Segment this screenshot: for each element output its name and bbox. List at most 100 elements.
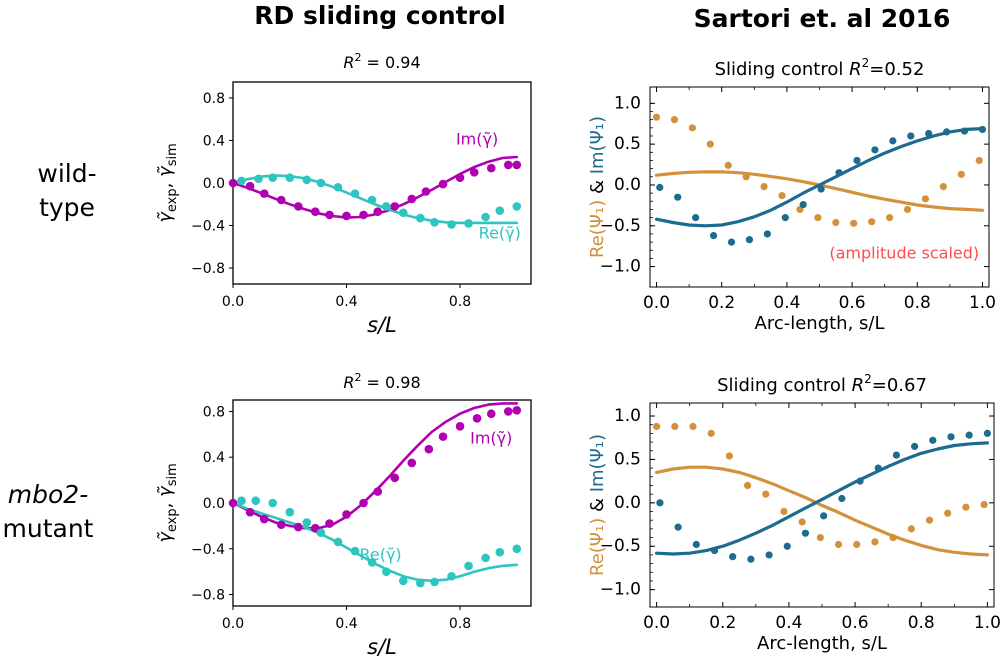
y-tick-label: 0.0 bbox=[614, 493, 641, 513]
data-point bbox=[925, 129, 933, 138]
data-point bbox=[670, 116, 679, 124]
row-label-mutant-line2: mutant bbox=[3, 514, 94, 543]
data-point bbox=[421, 187, 431, 196]
data-point bbox=[801, 529, 810, 537]
y-tick-label: 0.4 bbox=[203, 450, 225, 466]
im-series-label: Im(γ̃) bbox=[456, 130, 498, 149]
data-point bbox=[692, 214, 700, 222]
panels-group: 0.0 0.4 0.8 0.8 0.4 0.0 −0.4 −0.8 R2 = 0.94 s/L γ̃… bbox=[155, 51, 1000, 658]
data-point bbox=[259, 189, 269, 198]
data-point bbox=[381, 567, 391, 576]
data-point bbox=[656, 499, 664, 507]
y-axis-label: γ̃exp, γ̃sim bbox=[155, 143, 180, 223]
data-point bbox=[512, 160, 522, 170]
data-point bbox=[689, 422, 697, 431]
chart-rd_mutant: 0.0 0.4 0.8 0.8 0.4 0.0 −0.4 −0.8 R2 = 0.98 s/L γ̃… bbox=[155, 371, 532, 658]
data-point bbox=[316, 528, 326, 538]
data-point bbox=[710, 546, 719, 555]
data-point bbox=[745, 236, 754, 244]
data-point bbox=[707, 429, 715, 437]
data-point bbox=[709, 231, 718, 240]
data-point bbox=[293, 202, 303, 211]
data-point bbox=[359, 498, 368, 508]
right-column-title: Sartori et. al 2016 bbox=[694, 4, 951, 33]
data-point bbox=[237, 176, 246, 186]
data-point bbox=[652, 113, 661, 121]
y-tick-label: 1.0 bbox=[614, 406, 641, 426]
data-point bbox=[856, 477, 864, 485]
chart-title: R2 = 0.94 bbox=[343, 51, 420, 72]
y-tick-label: 0.4 bbox=[203, 133, 225, 149]
data-point bbox=[512, 202, 522, 211]
data-point bbox=[481, 212, 490, 222]
x-tick-label: 0.4 bbox=[335, 294, 357, 310]
x-axis-label: s/L bbox=[367, 313, 397, 337]
chart-sartori_mutant: 0.0 0.2 0.4 0.6 0.8 1.0 1.0 0.5 0.0 −0.5 −1.0 Slidi… bbox=[587, 372, 1000, 654]
data-point bbox=[237, 496, 246, 506]
data-point bbox=[727, 238, 736, 246]
x-tick-label: 0.8 bbox=[449, 294, 471, 310]
data-point bbox=[469, 168, 479, 177]
data-point bbox=[907, 525, 915, 533]
data-point bbox=[486, 409, 496, 419]
data-point bbox=[447, 220, 456, 229]
data-point bbox=[763, 230, 771, 238]
data-point bbox=[850, 219, 858, 227]
data-point bbox=[228, 498, 238, 508]
data-point bbox=[939, 182, 947, 191]
data-point bbox=[316, 178, 326, 188]
x-tick-label: 0.8 bbox=[908, 613, 935, 633]
data-point bbox=[907, 132, 915, 140]
data-point bbox=[943, 128, 951, 136]
data-point bbox=[889, 533, 897, 542]
data-point bbox=[832, 218, 840, 227]
data-point bbox=[743, 481, 752, 490]
y-axis-label: Re(Ψ₁) & Im(Ψ₁) bbox=[587, 116, 608, 258]
data-point bbox=[838, 494, 846, 503]
data-point bbox=[871, 538, 879, 546]
row-label-wildtype-line1: wild- bbox=[37, 159, 96, 188]
data-point bbox=[455, 173, 465, 182]
y-tick-label: 0.5 bbox=[614, 449, 641, 469]
data-point bbox=[293, 522, 303, 532]
data-point bbox=[373, 207, 383, 217]
data-point bbox=[367, 558, 377, 567]
data-point bbox=[333, 537, 343, 547]
y-tick-label: 0.8 bbox=[203, 404, 225, 420]
data-point bbox=[783, 542, 791, 550]
data-point bbox=[512, 406, 522, 415]
x-tick-label: 0.6 bbox=[842, 613, 869, 633]
data-point bbox=[671, 422, 679, 431]
data-point bbox=[911, 442, 919, 451]
amplitude-scaled-note: (amplitude scaled) bbox=[829, 243, 979, 262]
data-point bbox=[259, 514, 269, 524]
im-series-label: Im(γ̃) bbox=[470, 428, 512, 447]
data-point bbox=[925, 516, 934, 524]
y-tick-label: −0.5 bbox=[600, 536, 641, 556]
x-tick-label: 0.8 bbox=[904, 293, 931, 313]
data-point bbox=[760, 182, 768, 191]
y-tick-label: 0.0 bbox=[614, 175, 641, 195]
x-axis-label: Arc-length, s/L bbox=[755, 313, 885, 334]
data-point bbox=[747, 555, 755, 563]
data-point bbox=[674, 523, 682, 531]
data-point bbox=[688, 124, 696, 132]
data-point bbox=[816, 533, 824, 542]
data-point bbox=[724, 161, 732, 169]
data-point bbox=[285, 173, 295, 182]
re-series-label: Re(γ̃) bbox=[359, 545, 401, 564]
y-tick-label: −1.0 bbox=[600, 580, 641, 600]
x-tick-label: 0.4 bbox=[335, 616, 357, 632]
data-point bbox=[503, 160, 513, 170]
row-label-mutant-line1: mbo2- bbox=[8, 480, 88, 509]
chart-rd_wildtype: 0.0 0.4 0.8 0.8 0.4 0.0 −0.4 −0.8 R2 = 0.94 s/L γ̃… bbox=[155, 51, 532, 337]
x-tick-label: 0.4 bbox=[775, 613, 802, 633]
data-point bbox=[729, 553, 737, 561]
data-point bbox=[438, 432, 448, 441]
data-point bbox=[656, 183, 664, 192]
data-point bbox=[692, 540, 700, 549]
data-point bbox=[874, 464, 882, 472]
data-point bbox=[302, 518, 312, 527]
data-point bbox=[416, 213, 425, 223]
data-point bbox=[921, 195, 930, 203]
